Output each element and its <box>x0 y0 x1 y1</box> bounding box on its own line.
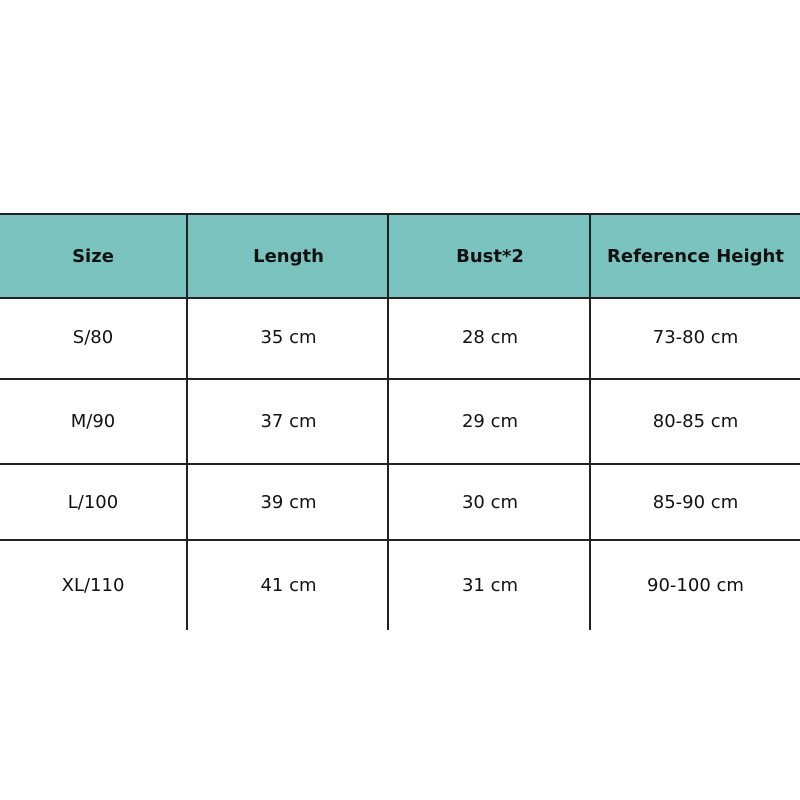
reference-height-cell: 80-85 cm <box>589 380 800 463</box>
bust-cell: 30 cm <box>387 465 591 539</box>
bust-cell: 31 cm <box>387 541 591 630</box>
table-row: S/80 35 cm 28 cm 73-80 cm <box>0 297 800 380</box>
length-cell: 37 cm <box>186 380 389 463</box>
column-header-size: Size <box>72 245 114 267</box>
reference-height-cell: 90-100 cm <box>589 541 800 630</box>
length-cell: 41 cm <box>186 541 389 630</box>
column-header-reference-height: Reference Height <box>589 215 800 297</box>
table-row: L/100 39 cm 30 cm 85-90 cm <box>0 465 800 541</box>
bust-cell: 29 cm <box>387 380 591 463</box>
table-row: M/90 37 cm 29 cm 80-85 cm <box>0 380 800 465</box>
length-cell: 39 cm <box>186 465 389 539</box>
size-chart-table: Size Length Bust*2 Reference Height S/80… <box>0 213 800 630</box>
column-header-length: Length <box>186 215 389 297</box>
length-cell: 35 cm <box>186 297 389 378</box>
column-header-bust: Bust*2 <box>387 215 591 297</box>
table-row: XL/110 41 cm 31 cm 90-100 cm <box>0 541 800 630</box>
reference-height-cell: 73-80 cm <box>589 297 800 378</box>
size-cell: XL/110 <box>61 575 125 596</box>
size-cell: L/100 <box>67 491 119 513</box>
reference-height-cell: 85-90 cm <box>589 465 800 539</box>
size-cell: M/90 <box>70 411 116 432</box>
bust-cell: 28 cm <box>387 297 591 378</box>
table-header-row: Size Length Bust*2 Reference Height <box>0 213 800 299</box>
size-cell: S/80 <box>72 327 114 348</box>
